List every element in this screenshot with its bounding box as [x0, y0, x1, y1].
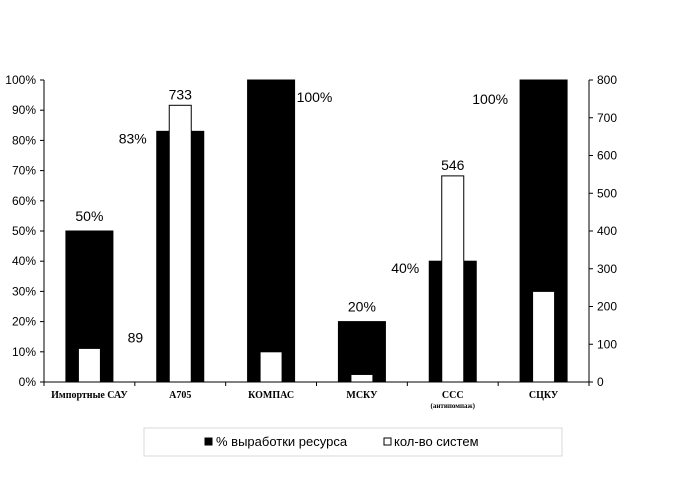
left-axis-tick-label: 90%	[12, 103, 36, 117]
left-axis-tick-label: 10%	[12, 345, 36, 359]
right-axis-tick-label: 300	[597, 262, 617, 276]
category-label: СЦКУ	[529, 390, 559, 401]
legend-swatch-count	[383, 437, 392, 446]
bar-count	[77, 347, 101, 383]
bar-count	[441, 175, 465, 383]
category-label: ССС	[442, 390, 464, 401]
count-data-label: 546	[441, 157, 465, 173]
bar-count	[350, 373, 374, 383]
bar-count	[168, 104, 192, 383]
category-label: А705	[169, 390, 191, 401]
legend-label-percent: % выработки ресурса	[216, 434, 348, 449]
left-axis-tick-label: 100%	[5, 73, 36, 87]
percent-data-label: 100%	[297, 89, 333, 105]
left-axis-tick-label: 40%	[12, 254, 36, 268]
left-axis-tick-label: 80%	[12, 133, 36, 147]
category-label: КОМПАС	[248, 390, 294, 401]
legend-box	[143, 427, 563, 457]
right-axis-tick-label: 700	[597, 111, 617, 125]
bar-count	[532, 290, 556, 383]
bar-percent	[247, 79, 296, 383]
right-axis-tick-label: 500	[597, 186, 617, 200]
left-axis-tick-label: 20%	[12, 315, 36, 329]
right-axis-tick-label: 600	[597, 149, 617, 163]
legend-label-count: кол-во систем	[394, 434, 479, 449]
count-data-label: 89	[128, 329, 144, 345]
right-axis-tick-label: 400	[597, 224, 617, 238]
percent-data-label: 83%	[119, 130, 147, 146]
percent-data-label: 50%	[75, 208, 103, 224]
bar-percent	[337, 321, 386, 383]
left-axis-tick-label: 30%	[12, 284, 36, 298]
count-data-label: 733	[169, 86, 193, 102]
right-axis-tick-label: 100	[597, 337, 617, 351]
percent-data-label: 100%	[472, 91, 508, 107]
category-label: МСКУ	[346, 390, 378, 401]
right-axis-tick-label: 800	[597, 73, 617, 87]
legend-swatch-percent	[204, 437, 213, 446]
percent-data-label: 20%	[348, 299, 376, 315]
left-axis-tick-label: 60%	[12, 194, 36, 208]
left-axis-tick-label: 70%	[12, 164, 36, 178]
left-axis-tick-label: 0%	[19, 375, 37, 389]
category-label: Импортные САУ	[51, 390, 128, 401]
percent-data-label: 40%	[391, 260, 419, 276]
left-axis-tick-label: 50%	[12, 224, 36, 238]
right-axis-tick-label: 0	[597, 375, 604, 389]
bar-count	[259, 351, 283, 383]
category-sublabel: (антипомпаж)	[431, 402, 476, 410]
right-axis-tick-label: 200	[597, 300, 617, 314]
